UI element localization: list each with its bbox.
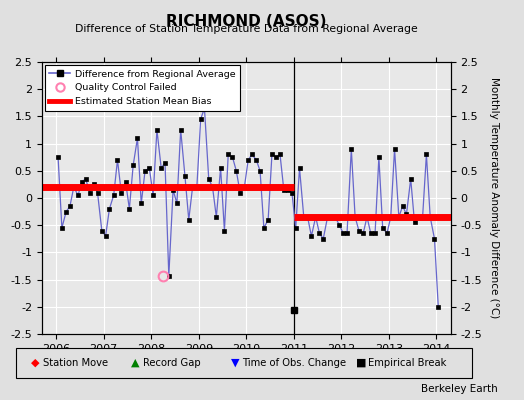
- Y-axis label: Monthly Temperature Anomaly Difference (°C): Monthly Temperature Anomaly Difference (…: [489, 77, 499, 319]
- Legend: Difference from Regional Average, Quality Control Failed, Estimated Station Mean: Difference from Regional Average, Qualit…: [45, 65, 241, 111]
- Text: ▲: ▲: [131, 358, 139, 368]
- Text: Empirical Break: Empirical Break: [368, 358, 446, 368]
- Text: ◆: ◆: [31, 358, 40, 368]
- Text: ■: ■: [356, 358, 367, 368]
- Text: ▼: ▼: [231, 358, 239, 368]
- Text: RICHMOND (ASOS): RICHMOND (ASOS): [166, 14, 326, 29]
- Text: Record Gap: Record Gap: [143, 358, 200, 368]
- Text: Time of Obs. Change: Time of Obs. Change: [242, 358, 346, 368]
- Text: Station Move: Station Move: [43, 358, 108, 368]
- Text: Berkeley Earth: Berkeley Earth: [421, 384, 498, 394]
- Text: Difference of Station Temperature Data from Regional Average: Difference of Station Temperature Data f…: [75, 24, 418, 34]
